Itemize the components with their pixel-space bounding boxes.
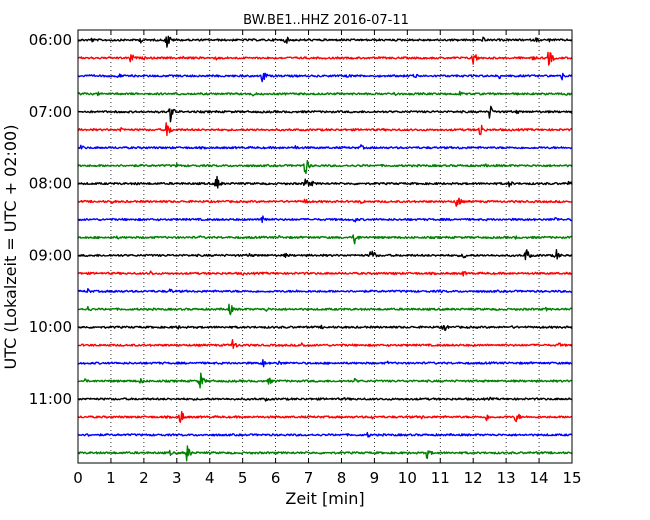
x-tick-label: 2 [139,469,149,487]
y-axis: 06:00 07:00 08:00 09:00 10:00 11:00 [29,31,572,408]
trace-0845 [77,234,573,245]
trace-0700 [77,105,573,123]
trace-0645 [77,90,573,97]
x-tick-label: 1 [106,469,116,487]
trace-0715 [77,122,573,137]
trace-0830 [77,215,573,224]
trace-0815 [77,197,573,207]
trace-0800 [77,175,573,189]
trace-1000 [77,324,573,332]
y-tick-label: 08:00 [29,175,72,193]
y-tick-label: 09:00 [29,246,72,264]
x-tick-label: 8 [337,469,347,487]
trace-0915 [77,270,573,277]
x-tick-label: 4 [205,469,215,487]
x-tick-label: 5 [238,469,248,487]
x-tick-label: 6 [271,469,281,487]
x-tick-label: 15 [562,469,581,487]
trace-0600 [77,35,573,48]
x-tick-label: 11 [431,469,450,487]
trace-1015 [77,338,573,349]
trace-group [77,35,573,462]
x-tick-label: 0 [73,469,83,487]
x-axis-label: Zeit [min] [285,489,364,508]
x-tick-label: 10 [398,469,417,487]
trace-1130 [77,431,573,438]
y-tick-label: 11:00 [29,390,72,408]
vertical-grid [110,30,540,463]
x-tick-label: 14 [530,469,549,487]
trace-1045 [77,372,573,389]
y-axis-label: UTC (Lokalzeit = UTC + 02:00) [1,125,20,370]
trace-0745 [77,159,573,175]
x-tick-label: 3 [172,469,182,487]
y-tick-label: 10:00 [29,318,72,336]
trace-0730 [77,144,573,150]
x-tick-label: 9 [370,469,380,487]
chart-title: BW.BE1..HHZ 2016-07-11 [243,13,409,28]
trace-1145 [77,445,573,462]
y-tick-label: 07:00 [29,103,72,121]
trace-0630 [77,72,573,83]
x-tick-label: 7 [304,469,314,487]
trace-0930 [77,288,573,294]
x-tick-label: 13 [497,469,516,487]
plot-frame [77,29,573,464]
trace-0615 [77,51,573,66]
y-tick-label: 06:00 [29,31,72,49]
trace-0900 [77,249,573,261]
x-tick-label: 12 [464,469,483,487]
trace-1115 [77,410,573,423]
trace-0945 [77,303,573,316]
trace-1030 [77,358,573,368]
x-axis: 0 1 2 3 4 5 6 7 8 9 10 11 12 13 14 15 [73,30,582,487]
trace-1100 [77,396,573,402]
